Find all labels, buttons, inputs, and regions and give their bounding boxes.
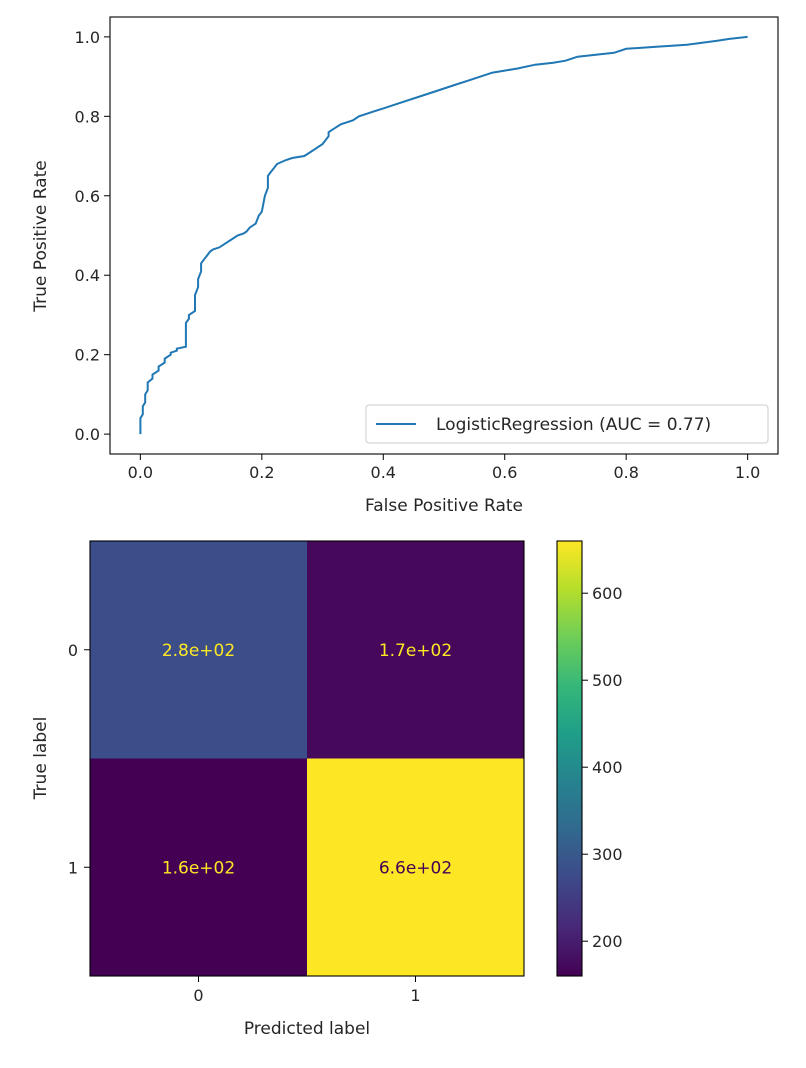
colorbar: 200 300 400 500 600 <box>556 540 623 977</box>
colorbar-tick-label: 200 <box>592 932 623 951</box>
colorbar-tick-label: 600 <box>592 584 623 603</box>
roc-plot-frame <box>109 16 779 455</box>
roc-x-ticks: 0.0 0.2 0.4 0.6 0.8 1.0 <box>128 454 760 482</box>
colorbar-tick-label: 500 <box>592 671 623 690</box>
roc-x-tick-label: 1.0 <box>735 463 760 482</box>
colorbar-ticks: 200 300 400 500 600 <box>582 584 623 951</box>
confusion-cell-label: 1.7e+02 <box>379 641 452 661</box>
confusion-cell-label: 6.6e+02 <box>379 858 452 878</box>
colorbar-gradient <box>557 541 582 976</box>
confusion-cell <box>90 541 307 759</box>
confusion-matrix-cells: 2.8e+02 1.7e+02 1.6e+02 6.6e+02 <box>90 541 524 976</box>
roc-x-tick-label: 0.6 <box>492 463 517 482</box>
colorbar-tick-label: 400 <box>592 758 623 777</box>
colorbar-frame <box>556 540 583 977</box>
confusion-cell <box>90 758 307 976</box>
roc-y-tick-label: 0.8 <box>75 107 100 126</box>
roc-x-tick-label: 0.0 <box>128 463 153 482</box>
roc-y-tick-label: 0.0 <box>75 425 100 444</box>
roc-y-ticks: 0.0 0.2 0.4 0.6 0.8 1.0 <box>75 28 110 444</box>
colorbar-tick-label: 300 <box>592 845 623 864</box>
roc-curve-line <box>139 35 748 435</box>
roc-x-tick-label: 0.8 <box>613 463 638 482</box>
roc-legend-label: LogisticRegression (AUC = 0.77) <box>436 415 711 435</box>
roc-x-axis-label: False Positive Rate <box>365 496 523 516</box>
cm-y-tick-label: 1 <box>68 858 78 877</box>
roc-y-tick-label: 1.0 <box>75 28 100 47</box>
confusion-cell-label: 2.8e+02 <box>162 641 235 661</box>
roc-y-axis-label: True Positive Rate <box>31 160 51 312</box>
roc-x-tick-label: 0.2 <box>249 463 274 482</box>
roc-legend-box <box>365 404 769 444</box>
roc-chart: 0.0 0.2 0.4 0.6 0.8 1.0 0.0 0.2 0.4 0.6 0.8 1.0 Fa… <box>31 16 779 516</box>
roc-y-tick-label: 0.4 <box>75 266 100 285</box>
cm-x-axis-label: Predicted label <box>244 1019 370 1039</box>
roc-legend: LogisticRegression (AUC = 0.77) <box>365 404 769 444</box>
confusion-matrix-frame <box>89 540 525 977</box>
cm-y-axis-label: True label <box>31 717 51 801</box>
roc-curve-layer <box>139 35 748 435</box>
roc-y-tick-label: 0.2 <box>75 346 100 365</box>
cm-y-tick-label: 0 <box>68 641 78 660</box>
confusion-cell <box>307 758 524 976</box>
roc-y-tick-label: 0.6 <box>75 187 100 206</box>
confusion-cell <box>307 541 524 759</box>
roc-x-tick-label: 0.4 <box>371 463 396 482</box>
cm-x-tick-label: 0 <box>193 986 203 1005</box>
cm-x-tick-label: 1 <box>410 986 420 1005</box>
cm-y-ticks: 01 <box>68 641 90 877</box>
confusion-cell-label: 1.6e+02 <box>162 858 235 878</box>
